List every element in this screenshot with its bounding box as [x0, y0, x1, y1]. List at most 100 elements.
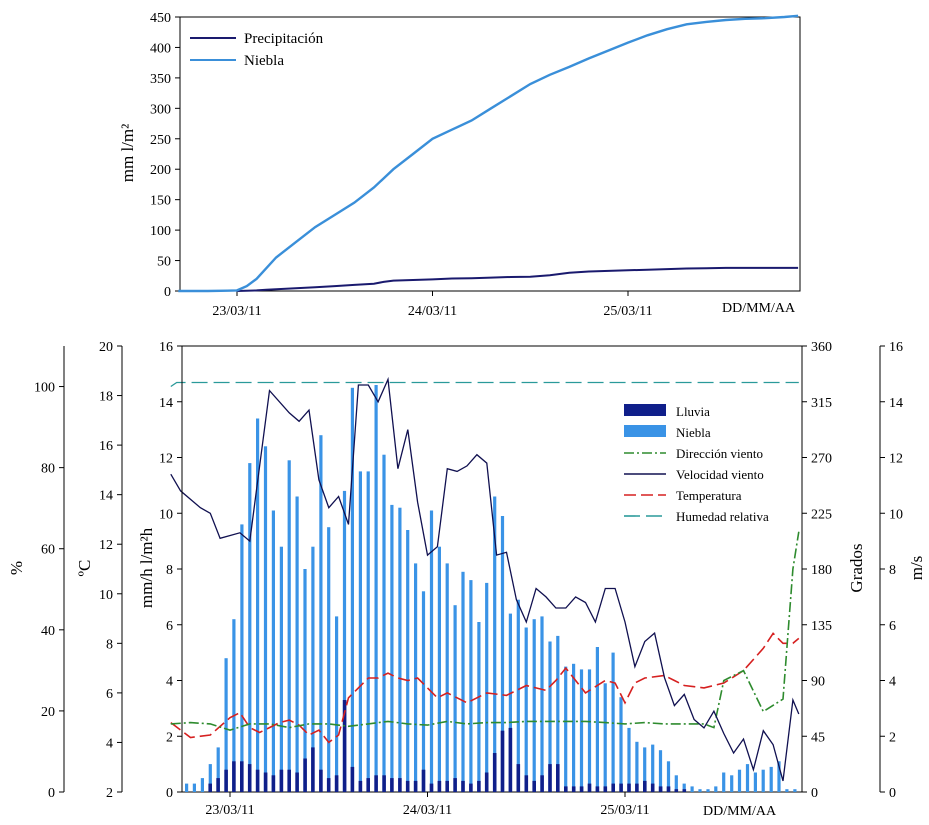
temperature-tick-label: 14 [99, 489, 113, 504]
direction-tick-label: 180 [811, 563, 832, 578]
niebla-bar [745, 764, 750, 792]
niebla-bar [232, 619, 236, 792]
niebla-bar [761, 769, 765, 792]
niebla-bar [240, 524, 244, 792]
bottom-legend-label-humedad-relativa: Humedad relativa [676, 509, 769, 524]
niebla-bar [477, 622, 481, 792]
niebla-bar [224, 658, 228, 792]
lluvia-bar [382, 775, 386, 792]
lluvia-bar [366, 778, 370, 792]
niebla-bar [374, 385, 378, 792]
direction-tick-label: 315 [811, 396, 832, 411]
niebla-bar [406, 530, 410, 792]
lluvia-bar [492, 753, 497, 792]
rate-tick-label: 6 [166, 619, 173, 634]
bottom-bars [185, 385, 797, 792]
niebla-bar [516, 599, 520, 792]
niebla-bar [437, 546, 441, 792]
top-x-tick-label: 23/03/11 [212, 304, 261, 319]
temperature-tick-label: 10 [99, 588, 113, 603]
niebla-bar [690, 786, 694, 792]
top-x-axis: 23/03/11 24/03/11 25/03/11 [212, 291, 653, 319]
niebla-bar [335, 616, 339, 792]
top-series [178, 14, 799, 293]
lluvia-bar [453, 778, 457, 792]
bottom-legend-label-velocidad-viento: Velocidad viento [676, 467, 764, 482]
lluvia-bar [635, 783, 639, 792]
temperature-tick-label: 12 [99, 538, 113, 553]
lluvia-bar [548, 764, 552, 792]
niebla-bar [248, 463, 252, 792]
niebla-bar [263, 446, 268, 792]
bottom-x-tick-label: 23/03/11 [205, 803, 254, 818]
top-y-tick-label: 350 [150, 72, 171, 87]
humidity-tick-label: 0 [48, 786, 55, 801]
bottom-legend-label-niebla: Niebla [676, 425, 711, 440]
direction-tick-label: 270 [811, 452, 832, 467]
lluvia-bar [350, 766, 355, 792]
rate-axis: 0 2 4 6 8 10 12 14 16 [159, 340, 183, 801]
lluvia-bar [540, 775, 544, 792]
niebla-bar [603, 683, 607, 792]
rate-tick-label: 4 [166, 675, 173, 690]
niebla-bar [737, 769, 742, 792]
niebla-bar [319, 435, 323, 792]
speed-tick-label: 4 [889, 675, 896, 690]
temperature-tick-label: 20 [99, 340, 113, 355]
lluvia-bar [658, 786, 663, 792]
humidity-tick-label: 20 [41, 705, 55, 720]
top-legend-label-niebla: Niebla [244, 53, 284, 69]
lluvia-bar [232, 761, 236, 792]
bottom-legend: Lluvia Niebla Dirección viento Velocidad vi… [624, 404, 769, 524]
niebla-bar [208, 764, 212, 792]
niebla-bar [382, 454, 386, 792]
lluvia-bar [224, 769, 228, 792]
bottom-legend-swatch-lluvia [624, 404, 666, 416]
niebla-bar [366, 471, 370, 792]
lluvia-bar [445, 780, 449, 792]
humidity-tick-label: 60 [41, 543, 55, 558]
top-y-tick-label: 100 [150, 224, 171, 239]
direction-tick-label: 225 [811, 507, 832, 522]
top-y-tick-label: 250 [150, 133, 171, 148]
speed-tick-label: 8 [889, 563, 896, 578]
lluvia-bar [461, 780, 465, 792]
lluvia-bar [571, 786, 576, 792]
bottom-x-axis: 23/03/11 24/03/11 25/03/11 [205, 792, 650, 818]
lluvia-bar [579, 786, 584, 792]
lluvia-bar [303, 758, 307, 792]
lluvia-bar [564, 786, 568, 792]
lluvia-bar [326, 778, 331, 792]
lluvia-bar [405, 780, 410, 792]
top-chart: 0 50 100 150 200 250 300 350 400 450 23/03/11 24/0… [118, 11, 801, 319]
rate-tick-label: 8 [166, 563, 173, 578]
niebla-bar [611, 652, 615, 792]
niebla-bar [485, 582, 489, 792]
lluvia-bar [374, 775, 378, 792]
lluvia-bar [311, 747, 315, 792]
lluvia-bar [603, 786, 608, 792]
lluvia-bar [595, 786, 600, 792]
niebla-bar [256, 418, 260, 792]
lluvia-bar [508, 727, 513, 792]
lluvia-bar [319, 769, 323, 792]
top-y-tick-label: 200 [150, 163, 171, 178]
niebla-bar [587, 669, 592, 792]
lluvia-bar [358, 780, 363, 792]
niebla-bar [714, 786, 718, 792]
niebla-bar [651, 744, 655, 792]
lluvia-bar [255, 769, 260, 792]
lluvia-bar [627, 783, 631, 792]
speed-tick-label: 0 [889, 786, 896, 801]
niebla-bar [524, 627, 528, 792]
top-series-precipitacion [236, 266, 799, 292]
niebla-bar [564, 666, 568, 792]
speed-tick-label: 14 [889, 396, 903, 411]
top-legend: Precipitación Niebla [190, 31, 324, 69]
bottom-legend-swatch-niebla [624, 425, 666, 437]
temperature-tick-label: 16 [99, 439, 113, 454]
direction-axis-label: Grados [847, 543, 866, 592]
lluvia-bar [643, 780, 647, 792]
speed-axis-label: m/s [907, 556, 926, 581]
lluvia-bar [398, 778, 402, 792]
